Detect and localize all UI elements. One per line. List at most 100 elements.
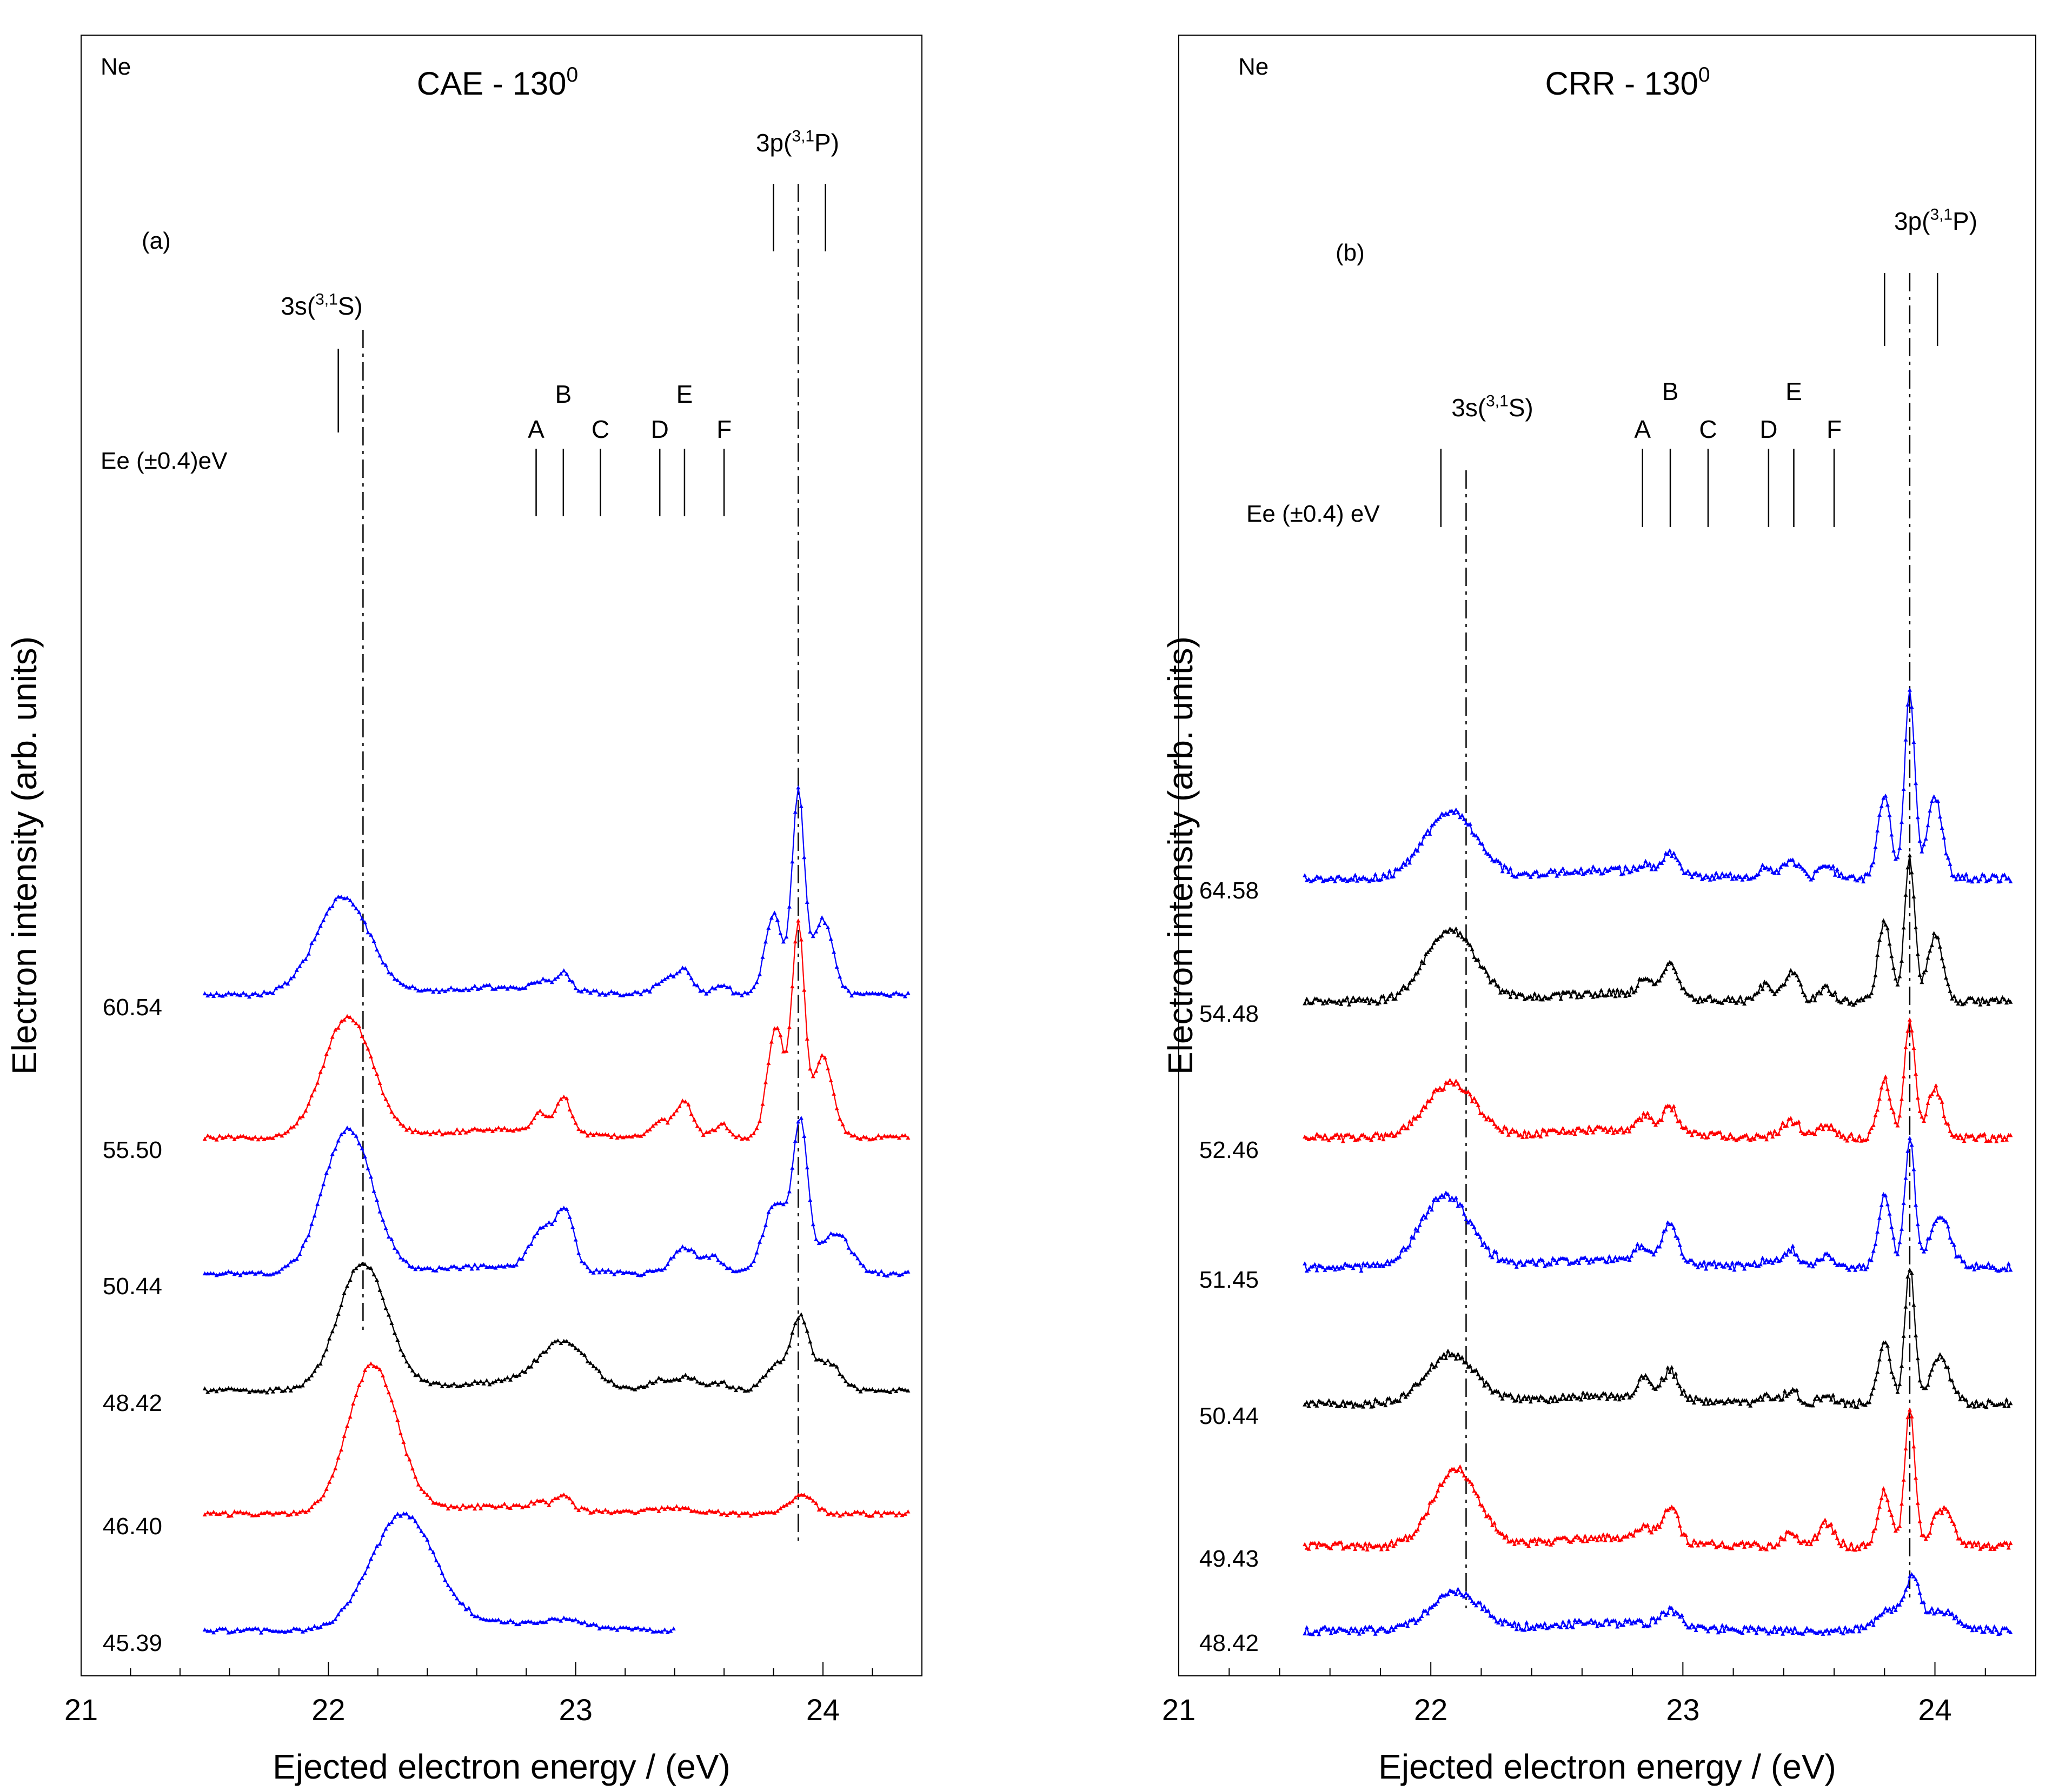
- s-group-label: 3s(3,1S): [1451, 392, 1533, 422]
- data-point: [475, 1614, 480, 1619]
- data-point: [1486, 1246, 1491, 1250]
- data-point: [1702, 876, 1706, 880]
- data-point: [1855, 1138, 1860, 1143]
- data-point: [734, 1510, 739, 1515]
- data-point: [1452, 1353, 1457, 1357]
- data-point: [1502, 1259, 1507, 1263]
- data-point: [582, 1261, 587, 1266]
- data-point: [1818, 865, 1823, 869]
- data-point: [787, 1189, 792, 1194]
- data-point: [1431, 1365, 1436, 1369]
- data-point: [268, 1386, 273, 1390]
- data-point: [704, 1130, 709, 1134]
- data-point: [1357, 1262, 1362, 1267]
- data-point: [336, 1311, 341, 1316]
- data-point: [428, 1132, 433, 1136]
- data-point: [633, 1270, 637, 1275]
- data-point: [1442, 1593, 1446, 1598]
- data-point: [1871, 1248, 1876, 1253]
- data-point: [238, 1273, 243, 1277]
- data-point: [1756, 1542, 1761, 1547]
- data-point: [1760, 1255, 1765, 1260]
- data-point: [1377, 1627, 1382, 1631]
- data-point: [1900, 1227, 1904, 1231]
- data-point: [1929, 1228, 1934, 1233]
- data-point: [1907, 1017, 1912, 1022]
- data-point: [1625, 867, 1630, 871]
- data-point: [1682, 1388, 1686, 1393]
- data-point: [567, 977, 572, 982]
- data-point: [1655, 1522, 1660, 1527]
- data-point: [1768, 987, 1773, 991]
- data-point: [758, 1118, 762, 1123]
- data-point: [1784, 1625, 1789, 1630]
- data-point: [606, 1133, 611, 1137]
- data-point: [312, 937, 317, 942]
- data-point: [1881, 918, 1886, 923]
- data-point: [1740, 1134, 1745, 1139]
- data-point: [455, 1265, 460, 1270]
- data-point: [1766, 867, 1771, 871]
- data-point: [1673, 1112, 1678, 1117]
- data-point: [1934, 1358, 1938, 1362]
- data-point: [1879, 1496, 1884, 1500]
- data-point: [1389, 1130, 1394, 1135]
- data-point: [1742, 1267, 1747, 1271]
- data-point: [371, 1272, 376, 1276]
- data-point: [1516, 1393, 1521, 1397]
- data-point: [624, 1384, 628, 1389]
- data-point: [1347, 877, 1352, 882]
- data-point: [1472, 1224, 1477, 1229]
- data-point: [1998, 1631, 2003, 1635]
- data-point: [1347, 1401, 1352, 1406]
- data-point: [618, 1134, 622, 1138]
- data-point: [1467, 1363, 1472, 1368]
- data-point: [799, 937, 803, 942]
- data-point: [1716, 1544, 1721, 1548]
- data-point: [600, 1375, 605, 1380]
- data-point: [1835, 1263, 1839, 1267]
- data-point: [1464, 1591, 1469, 1595]
- data-point: [1453, 1592, 1458, 1596]
- data-point: [1694, 1394, 1698, 1399]
- data-point: [1920, 1246, 1924, 1250]
- data-point: [1770, 1261, 1775, 1265]
- data-point: [1415, 970, 1420, 975]
- data-point: [1320, 1001, 1325, 1006]
- data-point: [1657, 1524, 1662, 1529]
- data-point: [1937, 1507, 1942, 1512]
- data-point: [1829, 1521, 1834, 1526]
- data-point: [1530, 996, 1535, 1001]
- data-point: [1841, 1133, 1845, 1137]
- data-point: [1859, 875, 1864, 879]
- data-point: [202, 1271, 207, 1276]
- data-point: [1621, 990, 1626, 995]
- data-point: [707, 1508, 712, 1513]
- data-point: [621, 1625, 626, 1629]
- data-point: [306, 1508, 311, 1513]
- data-point: [1988, 1138, 1993, 1143]
- data-point: [294, 1512, 299, 1516]
- data-point: [1478, 1235, 1483, 1239]
- data-point: [570, 979, 575, 984]
- data-point: [1615, 987, 1620, 992]
- data-point: [1994, 874, 1999, 878]
- data-point: [1409, 1618, 1414, 1622]
- data-point: [1801, 867, 1805, 871]
- data-point: [1897, 1524, 1902, 1528]
- data-point: [1498, 1393, 1503, 1397]
- data-point: [1960, 1394, 1964, 1398]
- data-point: [763, 1080, 768, 1084]
- data-point: [1478, 1600, 1483, 1604]
- data-point: [547, 1503, 552, 1507]
- data-point: [351, 1018, 356, 1023]
- data-point: [475, 987, 480, 991]
- data-point: [499, 1128, 504, 1132]
- data-point: [793, 1138, 798, 1143]
- data-point: [769, 1510, 774, 1514]
- data-point: [1510, 1623, 1515, 1628]
- data-point: [1954, 1133, 1958, 1137]
- data-point: [1847, 1001, 1851, 1006]
- data-point: [1512, 991, 1517, 995]
- data-point: [1984, 1543, 1989, 1548]
